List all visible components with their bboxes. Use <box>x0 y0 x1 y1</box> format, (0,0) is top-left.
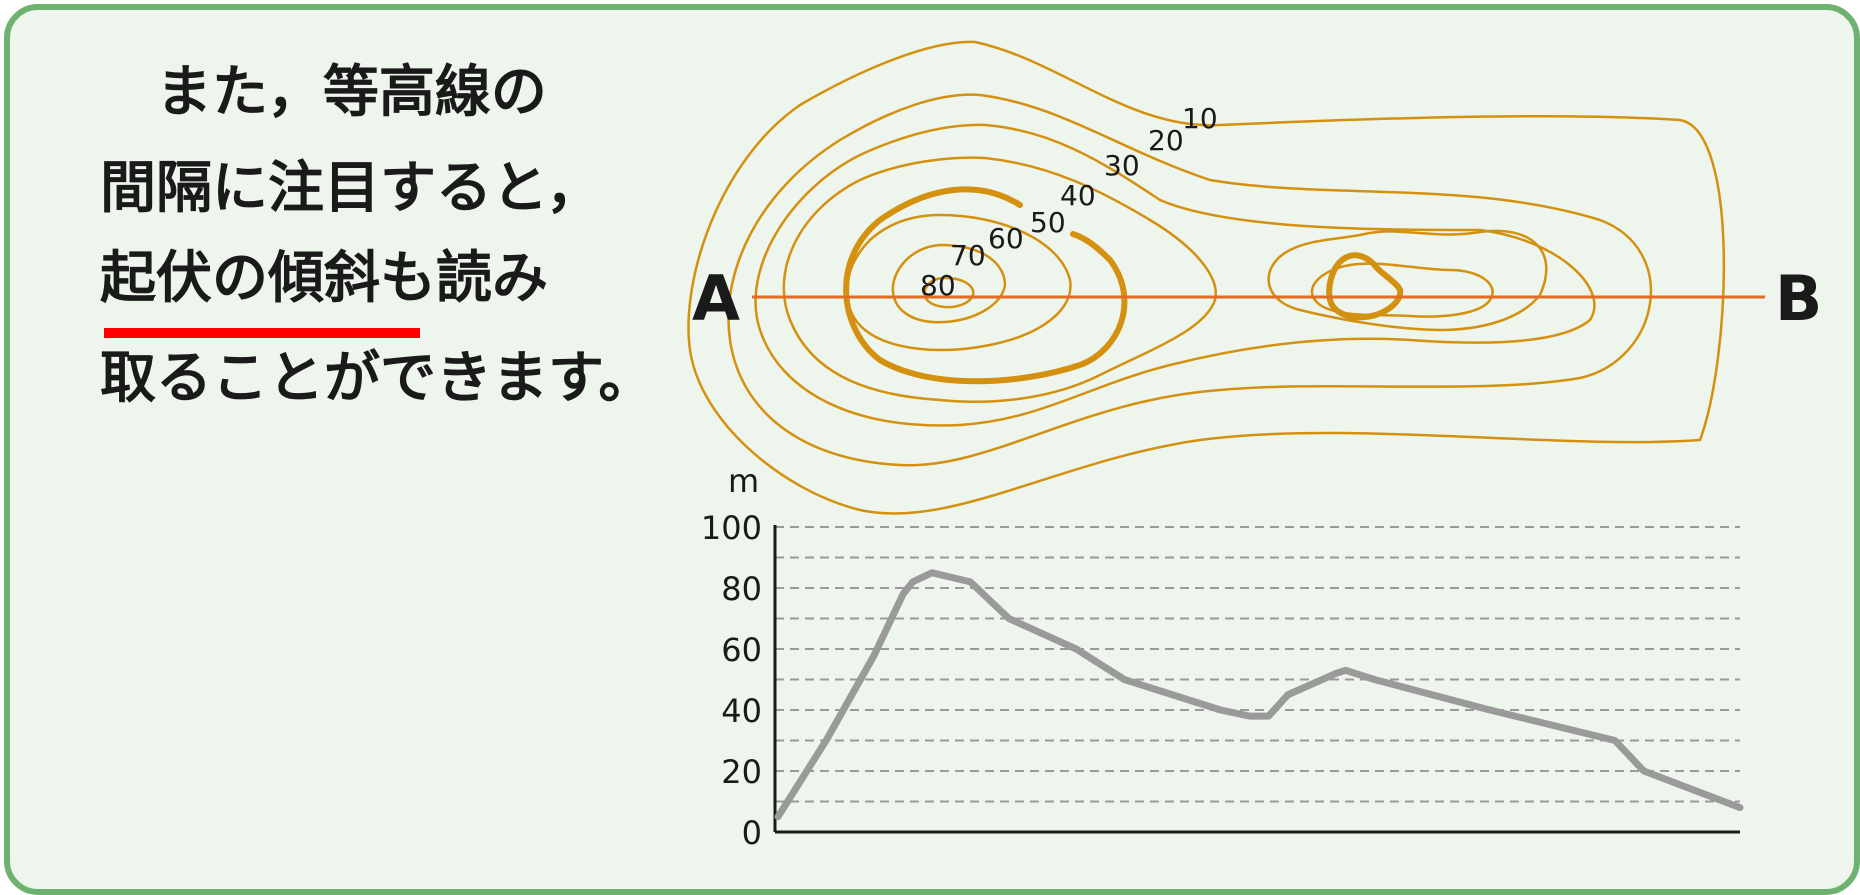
contour-10 <box>687 40 1726 515</box>
contour-80 <box>923 276 975 309</box>
contour-20 <box>727 93 1653 467</box>
contour-label-20: 20 <box>1148 124 1184 157</box>
contour-label-10: 10 <box>1182 102 1218 135</box>
y-axis-unit-label: m <box>728 462 759 500</box>
contour-50-thick <box>843 186 1128 385</box>
contour-30 <box>754 123 1596 427</box>
y-tick-label: 100 <box>701 509 762 547</box>
chart-gridlines <box>775 526 1740 803</box>
contour-label-70: 70 <box>950 239 986 272</box>
contour-east-1 <box>1267 229 1548 332</box>
y-tick-labels: 0 20 40 60 80 100 <box>701 509 762 852</box>
y-tick-label: 80 <box>721 570 762 608</box>
contour-lines <box>687 40 1726 515</box>
contour-70 <box>891 243 1007 324</box>
contour-labels: 10 20 30 40 50 60 70 80 <box>920 102 1218 302</box>
y-tick-label: 60 <box>721 631 762 669</box>
contour-label-30: 30 <box>1104 149 1140 182</box>
highlight-underline <box>104 328 420 338</box>
point-b-label: B <box>1775 262 1822 335</box>
elevation-profile-chart: m 0 20 40 60 80 100 <box>701 462 1744 852</box>
y-tick-label: 20 <box>721 753 762 791</box>
contour-label-50: 50 <box>1030 206 1066 239</box>
text-line-2: 間隔に注目すると， <box>100 156 602 221</box>
contour-label-60: 60 <box>988 222 1024 255</box>
point-a-label: A <box>692 262 740 335</box>
contour-60 <box>845 213 1072 352</box>
contour-label-40: 40 <box>1060 179 1096 212</box>
y-tick-label: 0 <box>742 814 762 852</box>
contour-40 <box>782 156 1217 403</box>
panel-frame <box>4 4 1860 895</box>
elevation-series-line <box>774 569 1744 821</box>
text-line-3: 起伏の傾斜も読み <box>100 246 548 311</box>
y-tick-label: 40 <box>721 692 762 730</box>
text-line-4: 取ることができます。 <box>100 346 655 411</box>
contour-east-2 <box>1310 262 1494 318</box>
text-line-1: また，等高線の <box>100 60 547 125</box>
